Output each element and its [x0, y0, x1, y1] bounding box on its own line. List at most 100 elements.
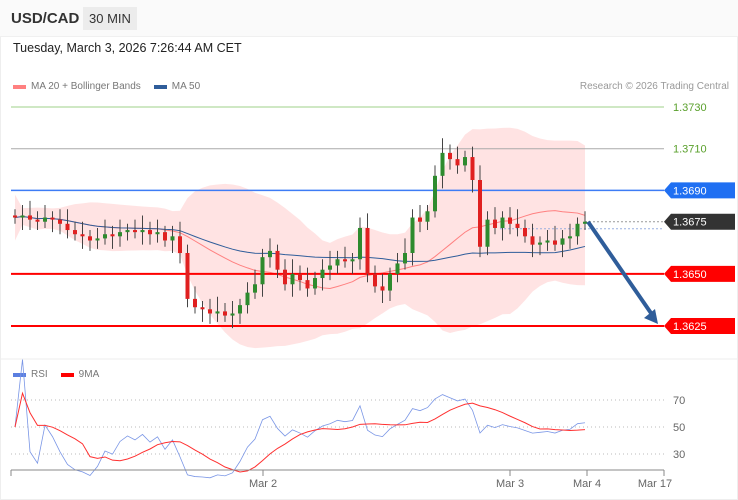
candle-body [395, 263, 400, 274]
rsi-level-label: 50 [673, 422, 685, 434]
candle-body [448, 152, 452, 160]
candle-body [50, 217, 55, 220]
candle-body [583, 221, 587, 224]
price-tag [664, 317, 735, 334]
candle-body [95, 238, 100, 241]
candle-body [388, 273, 392, 291]
ma20-swatch [13, 84, 26, 89]
candle-body [193, 298, 197, 308]
candle-body [335, 259, 340, 266]
candle-body [28, 215, 32, 220]
candle-body [493, 219, 497, 228]
candle-body [283, 269, 287, 285]
candle-body [215, 311, 220, 314]
x-label: Mar 2 [249, 478, 277, 490]
level-label: 1.3675 [673, 217, 707, 229]
candle-body [440, 152, 445, 176]
candle-body [575, 223, 580, 237]
candle-body [343, 259, 347, 262]
candle-body [313, 278, 317, 289]
candle-body [425, 211, 430, 222]
candle-body [500, 217, 505, 228]
candle-body [148, 230, 152, 235]
candle-body [245, 292, 250, 306]
candle-body [530, 236, 535, 245]
candle-body [320, 269, 325, 279]
candle-body [208, 309, 212, 314]
candle-body [515, 223, 520, 228]
price-legend: MA 20 + Bollinger Bands MA 50 [13, 81, 200, 92]
rsi-swatch [13, 372, 26, 377]
x-label: Mar 4 [573, 478, 601, 490]
candle-body [275, 250, 280, 270]
candle-body [230, 313, 235, 316]
candle-body [305, 280, 310, 289]
candle-body [73, 230, 77, 235]
candle-body [88, 236, 92, 241]
candle-body [358, 227, 362, 260]
candle-body [328, 265, 332, 270]
candle-body [463, 157, 467, 166]
x-label: Mar 3 [496, 478, 524, 490]
candle-body [268, 250, 272, 258]
timestamp: Tuesday, March 3, 2026 7:26:44 AM CET [13, 41, 242, 55]
candle-body [133, 230, 137, 233]
candle-body [80, 234, 85, 237]
candle-body [523, 227, 527, 237]
price-tag [664, 265, 735, 282]
level-label: 1.3730 [673, 102, 707, 114]
candle-body [553, 240, 557, 245]
candle-body [140, 230, 145, 233]
candle-body [350, 259, 355, 262]
price-tag [664, 182, 735, 199]
candle-body [508, 217, 512, 224]
symbol-title: USD/CAD [11, 10, 80, 27]
candle-body [200, 307, 205, 310]
legend-ma50: MA 50 [171, 81, 201, 92]
legend-rsi: RSI [31, 369, 48, 380]
candle-body [433, 175, 437, 212]
candle-body [238, 305, 242, 314]
candle-body [155, 232, 160, 235]
forecast-arrow-head [644, 308, 658, 324]
candle-body [178, 236, 182, 253]
rsi-line [14, 359, 586, 479]
rsi-level-label: 30 [673, 449, 685, 461]
candle-body [290, 273, 295, 285]
candle-body [185, 252, 190, 299]
candle-body [118, 232, 122, 237]
candle-body [403, 252, 407, 264]
candle-body [538, 242, 542, 245]
candle-body [373, 273, 377, 287]
candle-body [110, 234, 115, 237]
rsi-ma-swatch [60, 372, 74, 377]
candle-body [485, 219, 490, 247]
level-label: 1.3710 [673, 144, 707, 156]
candle-body [478, 179, 482, 247]
x-label: Mar 17 [638, 478, 672, 490]
candle-body [410, 217, 415, 253]
candle-body [125, 230, 130, 233]
legend-ma20: MA 20 + Bollinger Bands [31, 81, 141, 92]
candle-body [170, 236, 175, 241]
ma50-swatch [153, 84, 167, 89]
candle-body [163, 232, 167, 241]
rsi-ma-line [14, 391, 586, 473]
header: USD/CAD 30 MIN [0, 0, 738, 37]
ma50-line [14, 215, 586, 262]
candle-body [65, 223, 70, 231]
credit: Research © 2026 Trading Central [579, 81, 729, 92]
forecast-arrow-line [586, 220, 655, 318]
price-tag [664, 213, 735, 230]
candle-body [418, 217, 422, 222]
level-label: 1.3650 [673, 269, 707, 281]
candle-body [560, 238, 565, 245]
candle-body [223, 311, 227, 316]
rsi-legend: RSI 9MA [13, 369, 99, 380]
timeframe-button[interactable]: 30 MIN [83, 7, 137, 30]
candle-body [20, 215, 25, 218]
candle-body [298, 273, 302, 281]
candle-body [253, 284, 257, 293]
candle-body [58, 219, 62, 224]
